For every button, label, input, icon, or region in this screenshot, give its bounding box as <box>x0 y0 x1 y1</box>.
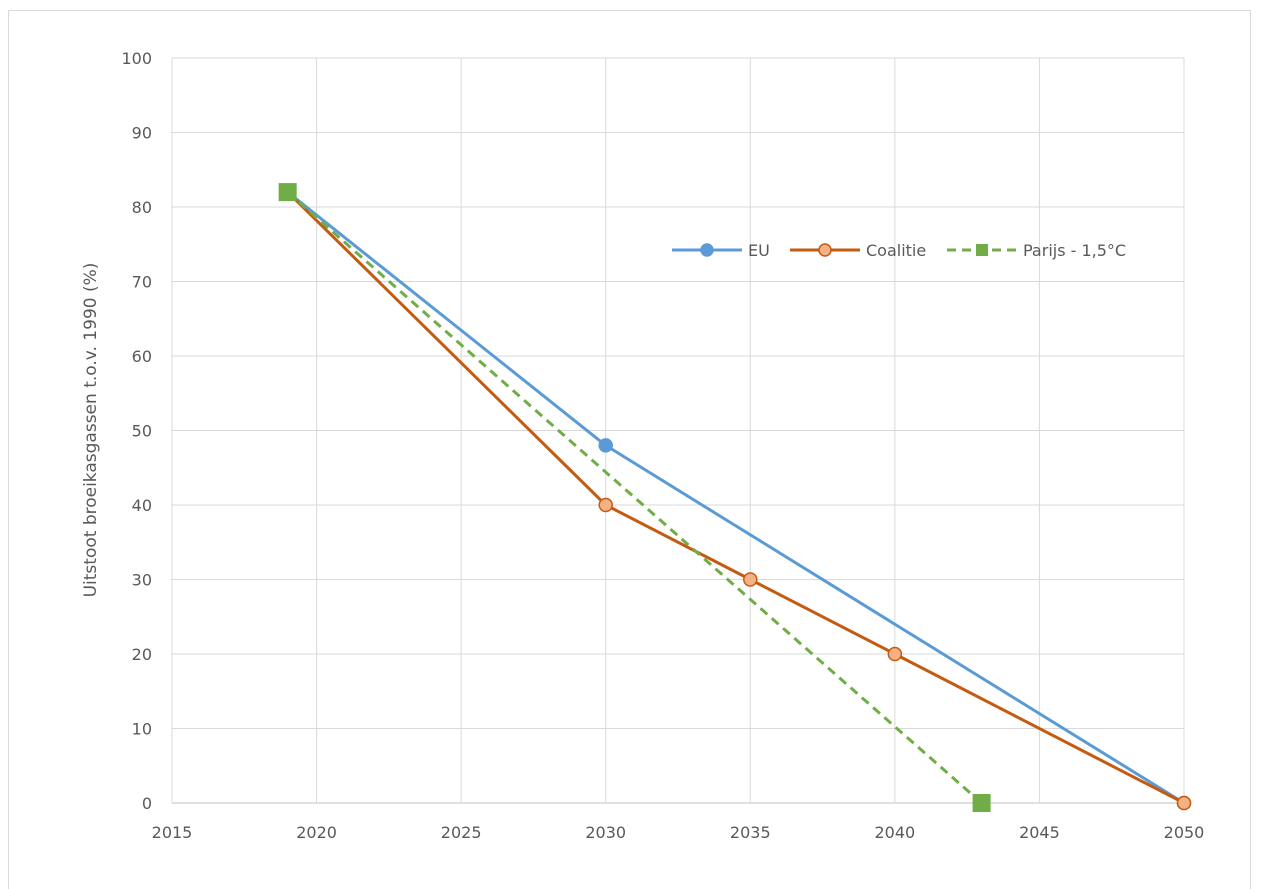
legend-swatch-marker <box>818 243 832 257</box>
legend-label: Parijs - 1,5°C <box>1023 241 1126 260</box>
series-line <box>286 191 1185 805</box>
series <box>278 183 1192 812</box>
x-tick-label: 2025 <box>441 823 482 842</box>
y-tick-label: 50 <box>132 422 152 441</box>
y-tick-label: 80 <box>132 198 152 217</box>
x-tick-label: 2040 <box>874 823 915 842</box>
series-line <box>286 190 1185 805</box>
y-tick-label: 90 <box>132 124 152 143</box>
y-tick-label: 10 <box>132 720 152 739</box>
data-point <box>278 183 297 202</box>
legend-item: EU <box>672 241 770 260</box>
chart-frame <box>8 10 1251 889</box>
legend-item: Coalitie <box>790 241 926 260</box>
legend-label: EU <box>748 241 770 260</box>
data-point <box>972 794 991 812</box>
x-tick-label: 2030 <box>585 823 626 842</box>
x-tick-label: 2045 <box>1019 823 1060 842</box>
x-tick-label: 2050 <box>1164 823 1205 842</box>
y-tick-label: 100 <box>121 49 152 68</box>
data-point <box>598 497 613 513</box>
x-tick-label: 2015 <box>152 823 193 842</box>
y-axis-title: Uitstoot broeikasgassen t.o.v. 1990 (%) <box>81 263 101 598</box>
y-tick-label: 30 <box>132 571 152 590</box>
data-point <box>598 438 613 453</box>
series-0 <box>280 184 1192 811</box>
x-tick-label: 2020 <box>296 823 337 842</box>
data-point <box>887 646 903 662</box>
series-line <box>286 190 983 805</box>
x-tick-label: 2035 <box>730 823 771 842</box>
legend-swatch-marker <box>976 244 988 256</box>
series-2 <box>278 183 991 812</box>
y-tick-label: 70 <box>132 273 152 292</box>
legend-item: Parijs - 1,5°C <box>947 241 1126 260</box>
y-tick-label: 20 <box>132 645 152 664</box>
data-point <box>743 572 758 587</box>
grid <box>171 57 1185 804</box>
legend-label: Coalitie <box>866 241 926 260</box>
series-1 <box>280 184 1192 811</box>
y-tick-label: 0 <box>142 794 152 813</box>
data-point <box>1176 795 1192 811</box>
legend: EU Coalitie Parijs - 1,5°C <box>672 241 1126 260</box>
y-tick-label: 60 <box>132 347 152 366</box>
legend-swatch-marker <box>700 243 714 257</box>
y-tick-label: 40 <box>132 496 152 515</box>
